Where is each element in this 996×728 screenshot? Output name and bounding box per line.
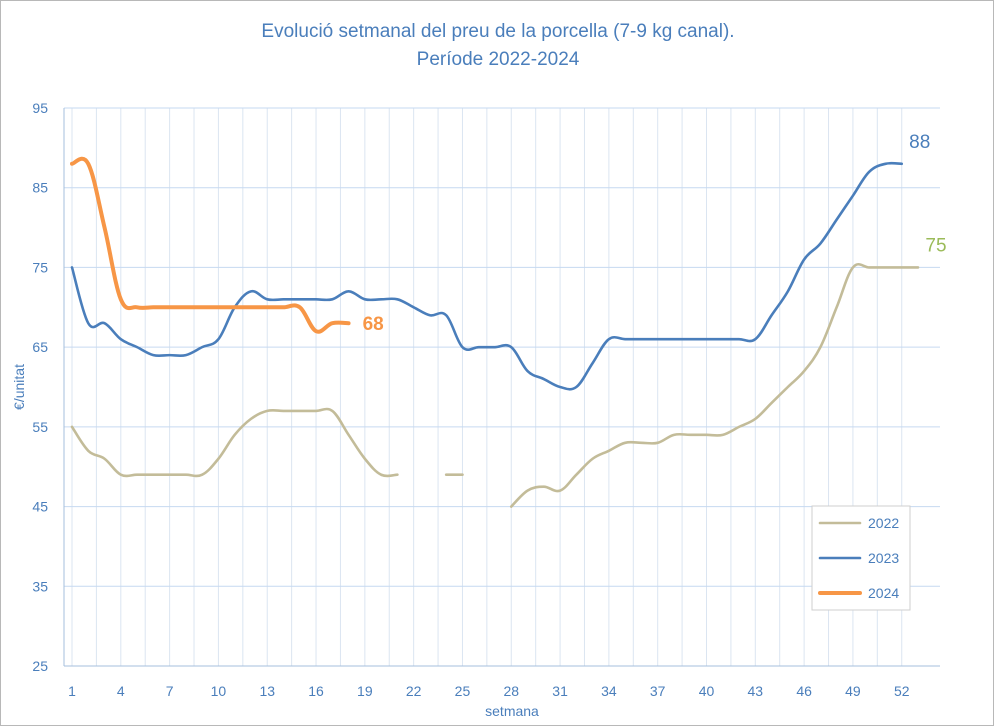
x-tick-label: 34 <box>601 683 617 699</box>
chart-title: Evolució setmanal del preu de la porcell… <box>261 21 735 42</box>
y-tick-label: 75 <box>32 259 48 275</box>
x-tick-label: 43 <box>748 683 764 699</box>
legend-label-2023: 2023 <box>868 550 899 566</box>
x-tick-label: 46 <box>796 683 812 699</box>
end-labels: 75 88 68 <box>363 132 947 335</box>
data-label-2022: 75 <box>925 235 946 256</box>
x-axis-title: setmana <box>485 703 539 719</box>
x-tick-label: 49 <box>845 683 861 699</box>
x-tick-label: 40 <box>699 683 715 699</box>
x-tick-label: 22 <box>406 683 422 699</box>
y-tick-label: 25 <box>32 658 48 674</box>
x-tick-label: 4 <box>117 683 125 699</box>
legend-label-2022: 2022 <box>868 515 899 531</box>
data-label-2024: 68 <box>363 314 384 335</box>
legend: 2022 2023 2024 <box>811 505 911 611</box>
y-tick-label: 95 <box>32 100 48 116</box>
data-label-2023: 88 <box>909 132 930 153</box>
series-line-2024 <box>70 156 351 334</box>
x-tick-label: 16 <box>308 683 324 699</box>
y-tick-label: 55 <box>32 419 48 435</box>
series-line-2023 <box>70 161 904 391</box>
x-tick-label: 25 <box>455 683 471 699</box>
chart-title-block: Evolució setmanal del preu de la porcell… <box>0 18 996 74</box>
y-tick-label: 45 <box>32 499 48 515</box>
x-tick-label: 52 <box>894 683 910 699</box>
axes: 25 35 45 55 65 75 85 95 1 4 7 10 13 16 19 22 25 28 31 34 37 4… <box>11 100 940 719</box>
legend-label-2024: 2024 <box>868 585 899 601</box>
series-line-2022 <box>70 407 399 478</box>
y-tick-label: 65 <box>32 339 48 355</box>
x-tick-label: 7 <box>166 683 174 699</box>
chart-subtitle: Període 2022-2024 <box>416 49 580 70</box>
grid <box>64 107 940 667</box>
series-line-2022 <box>509 262 920 508</box>
y-tick-label: 85 <box>32 180 48 196</box>
y-tick-label: 35 <box>32 578 48 594</box>
x-tick-label: 10 <box>211 683 227 699</box>
x-tick-label: 13 <box>259 683 275 699</box>
x-tick-label: 1 <box>68 683 76 699</box>
y-axis-title: €/unitat <box>11 364 27 410</box>
x-tick-label: 19 <box>357 683 373 699</box>
x-tick-label: 37 <box>650 683 666 699</box>
x-tick-label: 28 <box>503 683 519 699</box>
series-layer <box>70 156 920 508</box>
x-tick-label: 31 <box>552 683 568 699</box>
